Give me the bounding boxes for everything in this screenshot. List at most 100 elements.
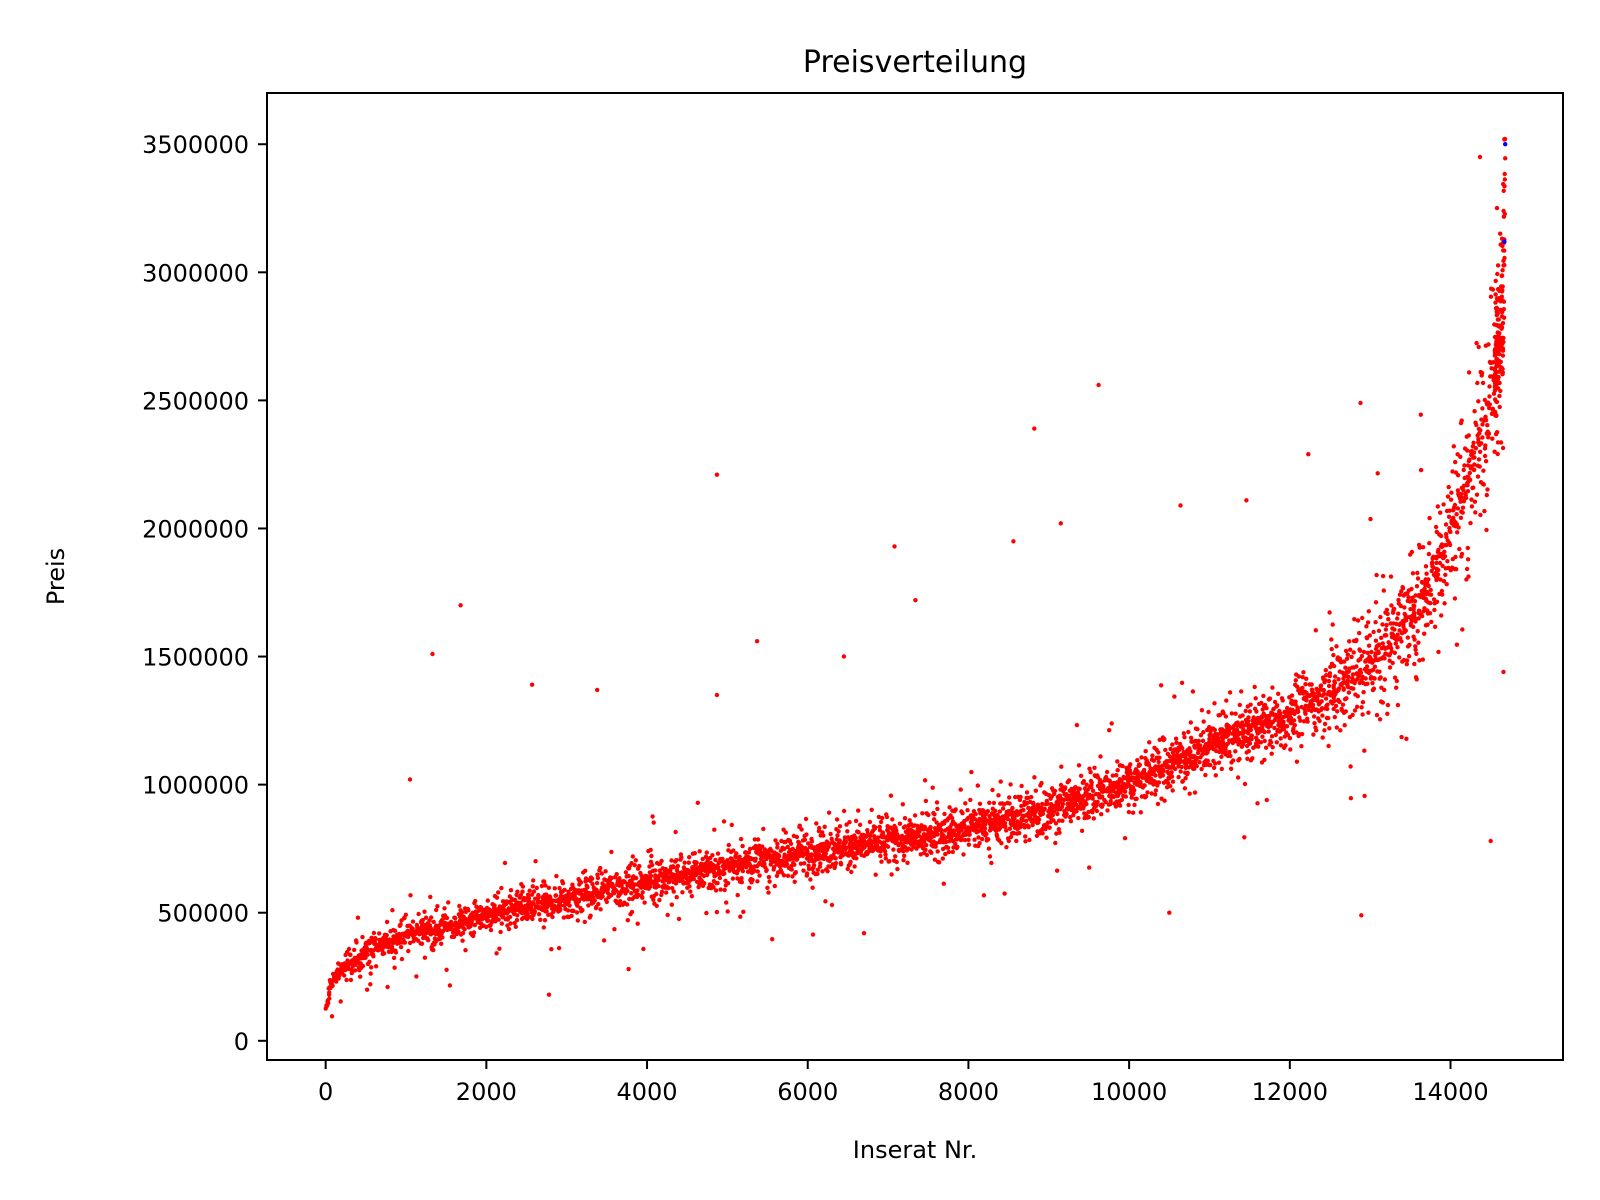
- scatter-point: [1360, 615, 1365, 621]
- scatter-point: [903, 845, 908, 850]
- scatter-point: [1452, 502, 1458, 508]
- scatter-point: [1372, 658, 1377, 663]
- scatter-point: [1156, 764, 1162, 769]
- scatter-point: [1299, 731, 1305, 737]
- scatter-point: [1480, 380, 1486, 386]
- scatter-point: [669, 902, 674, 907]
- scatter-point: [757, 873, 762, 878]
- scatter-point: [692, 851, 697, 856]
- x-tick-label: 14000: [1412, 1078, 1488, 1106]
- scatter-point: [1442, 554, 1448, 559]
- scatter-point: [1455, 530, 1460, 535]
- scatter-point: [879, 859, 884, 864]
- scatter-point: [393, 950, 399, 955]
- scatter-point: [1372, 664, 1378, 669]
- scatter-point: [1417, 594, 1422, 599]
- scatter-point: [1298, 718, 1303, 723]
- scatter-point: [1496, 369, 1502, 374]
- scatter-point: [644, 886, 650, 891]
- scatter-point: [1104, 769, 1110, 775]
- scatter-point: [1499, 325, 1505, 330]
- scatter-point: [1277, 719, 1282, 724]
- scatter-point: [1367, 633, 1373, 638]
- scatter-point: [928, 829, 933, 834]
- scatter-point: [938, 823, 943, 829]
- scatter-point: [1364, 664, 1370, 669]
- scatter-point: [1500, 335, 1506, 341]
- scatter-point: [713, 888, 719, 893]
- scatter-point: [1452, 596, 1458, 601]
- y-tick-label: 0: [234, 1028, 249, 1056]
- scatter-point: [1392, 650, 1398, 655]
- scatter-point: [956, 835, 961, 840]
- scatter-point: [1143, 794, 1149, 799]
- scatter-point: [1471, 440, 1476, 445]
- scatter-point: [651, 897, 656, 902]
- scatter-point: [676, 916, 682, 922]
- scatter-point: [961, 852, 966, 857]
- scatter-point: [526, 896, 532, 901]
- scatter-point: [649, 853, 654, 859]
- scatter-point: [960, 811, 965, 816]
- scatter-point: [1169, 774, 1175, 779]
- scatter-point: [1057, 830, 1062, 835]
- scatter-point: [380, 939, 386, 944]
- scatter-point: [1427, 592, 1432, 597]
- scatter-point: [1228, 766, 1234, 771]
- scatter-point: [1139, 755, 1144, 760]
- scatter-point: [1351, 686, 1356, 691]
- scatter-point: [654, 903, 659, 908]
- scatter-point: [1459, 485, 1465, 491]
- scatter-point: [1326, 743, 1331, 749]
- scatter-point: [1387, 665, 1393, 670]
- scatter-point: [1463, 495, 1469, 501]
- scatter-point: [465, 920, 470, 925]
- scatter-point: [1403, 628, 1409, 633]
- scatter-point: [1461, 467, 1466, 473]
- scatter-point: [580, 892, 585, 897]
- scatter-outlier: [595, 687, 600, 693]
- scatter-point: [1130, 810, 1136, 815]
- scatter-point: [1401, 620, 1406, 625]
- scatter-point: [1322, 680, 1327, 685]
- scatter-point: [633, 882, 638, 887]
- scatter-point: [727, 865, 733, 870]
- scatter-point: [940, 846, 946, 852]
- scatter-point: [1457, 546, 1462, 552]
- scatter-point: [1424, 580, 1430, 585]
- scatter-point: [755, 864, 760, 869]
- scatter-point: [674, 895, 679, 900]
- scatter-point: [1410, 571, 1416, 576]
- scatter-point: [1172, 766, 1178, 772]
- scatter-point: [859, 847, 865, 852]
- scatter-point: [690, 872, 696, 877]
- scatter-point: [346, 946, 352, 952]
- scatter-point: [1273, 732, 1279, 738]
- scatter-point: [1142, 783, 1147, 788]
- scatter-point: [966, 837, 971, 842]
- scatter-point: [1408, 606, 1413, 612]
- scatter-point: [1108, 799, 1113, 804]
- scatter-point: [1312, 721, 1317, 726]
- scatter-point: [1459, 491, 1464, 497]
- scatter-point: [646, 874, 652, 880]
- scatter-point: [824, 847, 830, 853]
- scatter-point: [1196, 745, 1202, 750]
- scatter-point: [1442, 549, 1447, 554]
- scatter-point: [1026, 805, 1031, 811]
- scatter-point: [748, 863, 753, 869]
- scatter-point: [1424, 598, 1429, 603]
- scatter-point: [757, 860, 762, 866]
- scatter-point: [1272, 725, 1277, 731]
- scatter-point: [1243, 708, 1248, 714]
- scatter-point: [435, 904, 440, 909]
- scatter-point: [1492, 380, 1498, 386]
- scatter-point: [1379, 635, 1384, 640]
- scatter-point: [987, 818, 993, 823]
- scatter-point: [1086, 814, 1092, 820]
- scatter-point: [1492, 449, 1497, 454]
- scatter-point: [1497, 340, 1502, 346]
- scatter-point: [1371, 629, 1376, 635]
- scatter-point: [1495, 386, 1501, 391]
- scatter-point: [588, 913, 593, 918]
